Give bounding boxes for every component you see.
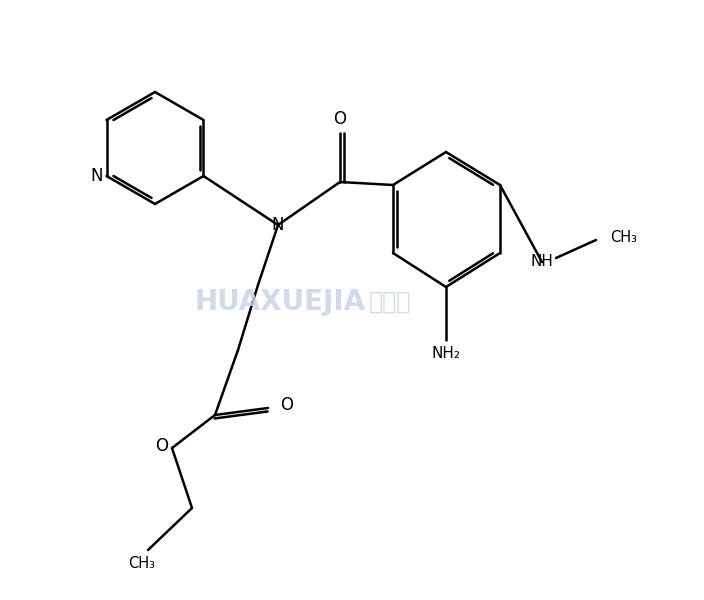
Text: N: N — [90, 167, 103, 185]
Text: CH₃: CH₃ — [129, 557, 156, 571]
Text: HUAXUEJIA: HUAXUEJIA — [194, 288, 365, 316]
Text: O: O — [280, 396, 293, 414]
Text: N: N — [272, 216, 284, 234]
Text: NH₂: NH₂ — [432, 346, 460, 361]
Text: O: O — [334, 110, 346, 128]
Text: O: O — [155, 437, 168, 455]
Text: NH: NH — [531, 254, 553, 269]
Text: CH₃: CH₃ — [610, 230, 637, 245]
Text: 化学加: 化学加 — [369, 290, 411, 314]
